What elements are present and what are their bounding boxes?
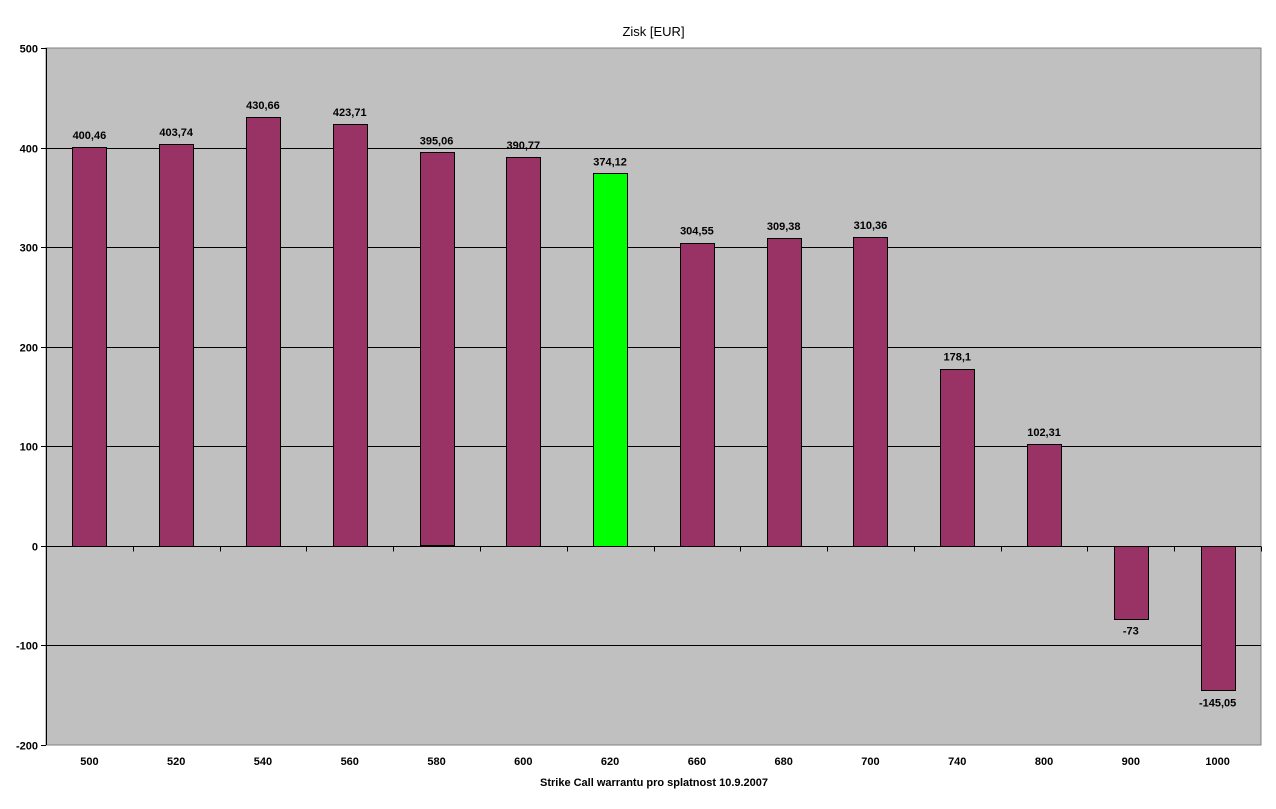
x-tick-label: 540 bbox=[254, 756, 272, 768]
y-tick-label: 0 bbox=[32, 542, 38, 554]
x-tick-label: 520 bbox=[167, 756, 185, 768]
x-tick-label: 700 bbox=[861, 756, 879, 768]
bars bbox=[72, 117, 1236, 691]
data-label: 178,1 bbox=[943, 352, 971, 364]
data-label: 304,55 bbox=[680, 226, 714, 238]
bar bbox=[506, 157, 541, 547]
bar bbox=[333, 124, 368, 547]
bar bbox=[1027, 444, 1062, 547]
bar bbox=[940, 369, 975, 547]
y-tick-label: 200 bbox=[20, 343, 38, 355]
plot-area bbox=[45, 47, 1262, 746]
chart-title: Zisk [EUR] bbox=[622, 24, 684, 39]
bar bbox=[420, 152, 455, 546]
y-tick-label: -100 bbox=[16, 641, 38, 653]
bar bbox=[680, 243, 715, 547]
y-tick-label: -200 bbox=[16, 741, 38, 753]
bar bbox=[159, 144, 194, 547]
x-tick-label: 600 bbox=[514, 756, 532, 768]
x-tick-label: 800 bbox=[1035, 756, 1053, 768]
data-label: 374,12 bbox=[593, 156, 627, 168]
data-label: -145,05 bbox=[1199, 697, 1236, 709]
data-label: -73 bbox=[1123, 626, 1139, 638]
y-tick-label: 300 bbox=[20, 243, 38, 255]
bar bbox=[853, 237, 888, 547]
data-label: 395,06 bbox=[420, 135, 454, 147]
y-tick-label: 500 bbox=[20, 44, 38, 56]
axes: -200 -100 0 100 200 300 400 500 500 520 540 560 580 6… bbox=[16, 44, 1262, 768]
x-tick-label: 580 bbox=[427, 756, 445, 768]
x-tick-label: 680 bbox=[774, 756, 792, 768]
bar bbox=[1114, 546, 1149, 620]
data-label: 400,46 bbox=[73, 130, 107, 142]
x-tick-label: 500 bbox=[80, 756, 98, 768]
x-tick-label: 900 bbox=[1122, 756, 1140, 768]
data-label: 390,77 bbox=[506, 140, 540, 152]
bar bbox=[72, 147, 107, 547]
bar bbox=[593, 173, 628, 547]
data-labels: 400,46 403,74 430,66 423,71 395,06 390,77 374,… bbox=[73, 100, 1237, 709]
x-tick-label: 660 bbox=[688, 756, 706, 768]
x-tick-label: 740 bbox=[948, 756, 966, 768]
data-label: 430,66 bbox=[246, 100, 280, 112]
y-tick-label: 100 bbox=[20, 442, 38, 454]
x-tick-label: 620 bbox=[601, 756, 619, 768]
data-label: 403,74 bbox=[159, 127, 194, 139]
data-label: 310,36 bbox=[854, 220, 888, 232]
x-axis-label: Strike Call warrantu pro splatnost 10.9.… bbox=[540, 777, 768, 789]
data-label: 309,38 bbox=[767, 221, 801, 233]
y-tick-label: 400 bbox=[20, 144, 38, 156]
x-tick-label: 560 bbox=[341, 756, 359, 768]
bar bbox=[767, 238, 802, 547]
bar bbox=[246, 117, 281, 547]
x-tick-label: 1000 bbox=[1205, 756, 1229, 768]
data-label: 102,31 bbox=[1027, 427, 1061, 439]
bar bbox=[1201, 546, 1236, 691]
data-label: 423,71 bbox=[333, 107, 367, 119]
